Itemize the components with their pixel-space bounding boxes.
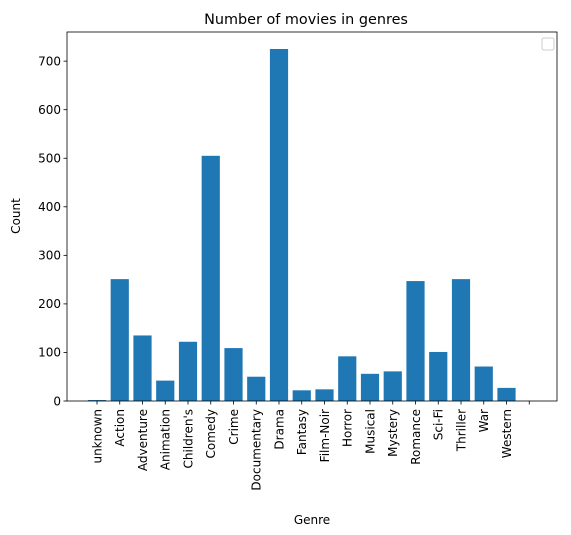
x-tick-label: Sci-Fi — [432, 409, 446, 440]
x-tick-label: Animation — [159, 409, 173, 470]
x-tick-label: Crime — [227, 409, 241, 445]
bar-mystery — [383, 371, 402, 401]
x-tick-label: Drama — [272, 409, 286, 450]
bar-unknown — [87, 400, 107, 401]
x-tick-label: Romance — [409, 409, 423, 465]
bar-comedy — [201, 155, 220, 401]
bar-thriller — [451, 279, 471, 401]
x-tick-label: Thriller — [454, 409, 468, 452]
x-tick-label: Comedy — [204, 409, 218, 459]
x-tick-label: Film-Noir — [318, 409, 332, 462]
bar-drama — [269, 48, 289, 402]
bar-fantasy — [292, 390, 311, 401]
bar-documentary — [247, 376, 266, 401]
legend-box — [541, 37, 555, 51]
x-tick-label: Horror — [341, 409, 355, 447]
x-axis-title: Genre — [294, 513, 330, 527]
bar-musical — [360, 373, 380, 401]
bar-romance — [406, 281, 425, 401]
y-tick-label: 200 — [38, 297, 61, 311]
x-tick-label: Action — [113, 409, 127, 447]
x-tick-label: Adventure — [136, 409, 150, 471]
x-tick-label: Children's — [181, 409, 195, 468]
bar-children-s — [178, 341, 198, 401]
y-tick-label: 600 — [38, 103, 61, 117]
bar-animation — [156, 380, 175, 401]
x-tick-label: Musical — [363, 409, 377, 454]
bar-horror — [338, 356, 357, 401]
x-tick-label: unknown — [90, 409, 104, 464]
y-tick-label: 300 — [38, 249, 61, 263]
x-tick-label: Western — [500, 409, 514, 458]
x-tick-label: Mystery — [386, 409, 400, 457]
y-tick-label: 700 — [38, 54, 61, 68]
y-tick-label: 100 — [38, 346, 61, 360]
x-tick-label: Fantasy — [295, 409, 309, 455]
plot-area: 0 100 200 300 400 500 600 700 unknown Action Adven… — [38, 31, 558, 491]
bar-action — [110, 279, 129, 401]
y-axis-title: Count — [9, 198, 23, 234]
plot-frame — [66, 31, 558, 402]
chart-title: Number of movies in genres — [204, 12, 408, 28]
y-tick-label: 500 — [38, 152, 61, 166]
bar-film-noir — [315, 389, 334, 401]
bar-war — [474, 366, 493, 401]
x-tick-label: Documentary — [250, 409, 264, 491]
bar-crime — [224, 348, 243, 401]
y-tick-label: 0 — [53, 394, 61, 408]
x-tick-label: War — [477, 409, 491, 432]
bar-sci-fi — [429, 351, 448, 401]
y-tick-label: 400 — [38, 200, 61, 214]
bar-adventure — [133, 335, 152, 401]
bar-western — [497, 387, 516, 401]
